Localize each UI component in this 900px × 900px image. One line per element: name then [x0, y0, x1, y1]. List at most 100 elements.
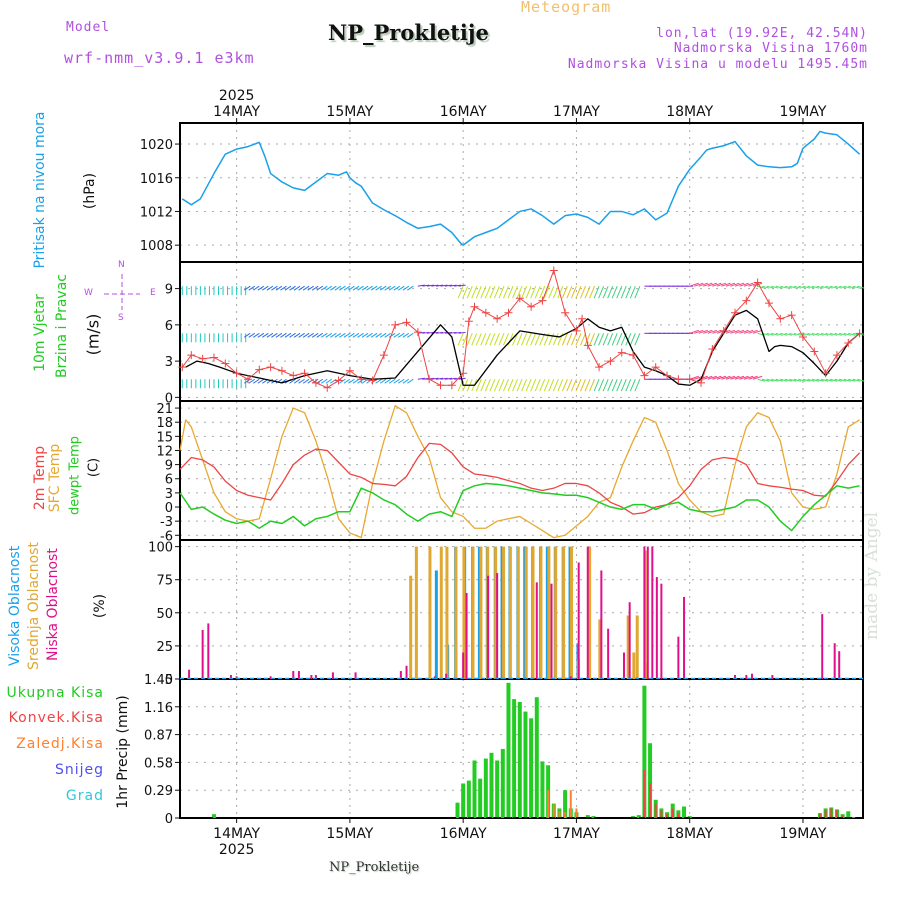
wind-arrow — [598, 285, 605, 299]
wind-arrow — [257, 332, 265, 338]
y-tick-label: 0 — [165, 673, 173, 688]
wind-arrow — [521, 285, 528, 299]
wind-arrow — [422, 331, 430, 334]
wind-arrow — [325, 378, 333, 384]
cloud-mid-bar — [547, 546, 551, 679]
wind-arrow — [629, 285, 636, 299]
wind-arrow — [397, 285, 405, 291]
cloud-high-bar — [568, 546, 572, 679]
y-tick-label: 9 — [165, 283, 173, 298]
wind-arrow — [253, 285, 260, 291]
wind-arrow — [498, 379, 505, 392]
wind-arrow — [357, 332, 364, 338]
precip-conv-bar — [835, 810, 838, 818]
y-tick-label: 18 — [156, 416, 173, 431]
gust-marker — [447, 381, 456, 390]
wind-arrow — [466, 333, 473, 346]
wind-arrow — [734, 329, 745, 334]
precip-total-bar — [478, 778, 483, 818]
x-tick-label-bottom: 16MAY — [440, 826, 487, 842]
precip-conv-bar — [643, 770, 646, 818]
wind-arrow — [620, 379, 627, 392]
wind-arrow — [293, 332, 301, 338]
wind-arrow — [721, 375, 731, 380]
cloud-low-bar — [677, 636, 680, 679]
pressure-line — [181, 130, 861, 246]
wind-arrow — [725, 282, 736, 287]
wind-arrow — [775, 378, 783, 382]
dewpt-line — [179, 482, 860, 532]
y-tick-label: 25 — [156, 640, 173, 655]
wind-arrow — [307, 285, 314, 291]
wind-arrow — [379, 378, 387, 384]
wind-arrow — [629, 333, 636, 346]
wind-arrow — [793, 378, 802, 382]
gust-marker — [810, 347, 819, 356]
gust-marker — [459, 369, 468, 378]
wind-arrow — [843, 285, 851, 289]
wind-arrow — [570, 379, 577, 392]
wind-arrow — [598, 379, 605, 392]
wind-arrow — [370, 285, 378, 291]
wind-arrow — [498, 285, 505, 299]
gust-marker — [221, 359, 230, 368]
wind-arrow — [444, 377, 453, 380]
wind-arrow — [575, 379, 582, 392]
gust-marker — [504, 308, 513, 317]
precip-frz-bar — [575, 808, 578, 818]
wind-arrow — [397, 332, 405, 338]
wind-arrow — [830, 332, 838, 336]
gust-marker — [425, 375, 434, 384]
wind-arrow — [566, 333, 573, 346]
wind-arrow — [757, 285, 765, 289]
precip-total-bar — [523, 711, 528, 818]
wind-arrow — [503, 285, 509, 299]
cloud-low-bar — [750, 673, 753, 679]
gust-marker — [832, 351, 841, 360]
cloud-low-bar — [651, 546, 654, 679]
sfc-temp-line — [179, 405, 860, 539]
wind-arrow — [802, 378, 811, 382]
wind-arrow — [607, 285, 614, 299]
wind-arrow — [379, 285, 387, 291]
gust-marker — [413, 328, 422, 337]
y-tick-label: 21 — [156, 402, 173, 417]
wind-arrow — [757, 378, 765, 382]
cloud-mid-bar — [562, 546, 566, 679]
wind-arrow — [739, 329, 749, 334]
wind-arrow — [440, 377, 448, 380]
wind-arrow — [257, 378, 265, 384]
wind-arrow — [457, 333, 464, 346]
panel-frame — [179, 122, 864, 263]
gust-marker — [731, 308, 740, 317]
precip-total-bar — [506, 682, 511, 818]
legend-total-rain: Ukupna Kisa — [6, 685, 104, 701]
wind-arrow — [352, 378, 360, 384]
cloud-mid-bar — [570, 546, 574, 679]
wind-arrow — [552, 285, 559, 299]
wind-arrow — [634, 333, 641, 346]
wind-arrow — [454, 284, 462, 287]
compass-icon — [104, 274, 140, 310]
cloud-high-bar — [434, 570, 438, 679]
wind-arrow — [552, 379, 559, 392]
gust-marker — [663, 371, 672, 380]
wind-arrow — [426, 284, 434, 287]
wind-arrow — [607, 333, 614, 346]
wind-arrow — [516, 333, 523, 346]
wind-arrow — [330, 332, 337, 338]
cloud-low-bar — [229, 675, 232, 679]
wind-arrow — [325, 285, 333, 291]
panel-3: 0 25 50 75 100 — [148, 539, 864, 688]
wind-arrow — [830, 378, 838, 382]
gust-marker — [583, 341, 592, 350]
gust-marker — [651, 363, 660, 372]
precip-total-bar — [540, 761, 545, 818]
wind-arrow — [598, 333, 605, 346]
wind-arrow — [458, 331, 466, 334]
wind-arrow — [689, 282, 699, 287]
precip-frz-bar — [547, 790, 550, 818]
cloud-mid-bar — [598, 619, 602, 679]
gust-marker — [493, 314, 502, 323]
x-tick-label-bottom: 15MAY — [326, 826, 373, 842]
